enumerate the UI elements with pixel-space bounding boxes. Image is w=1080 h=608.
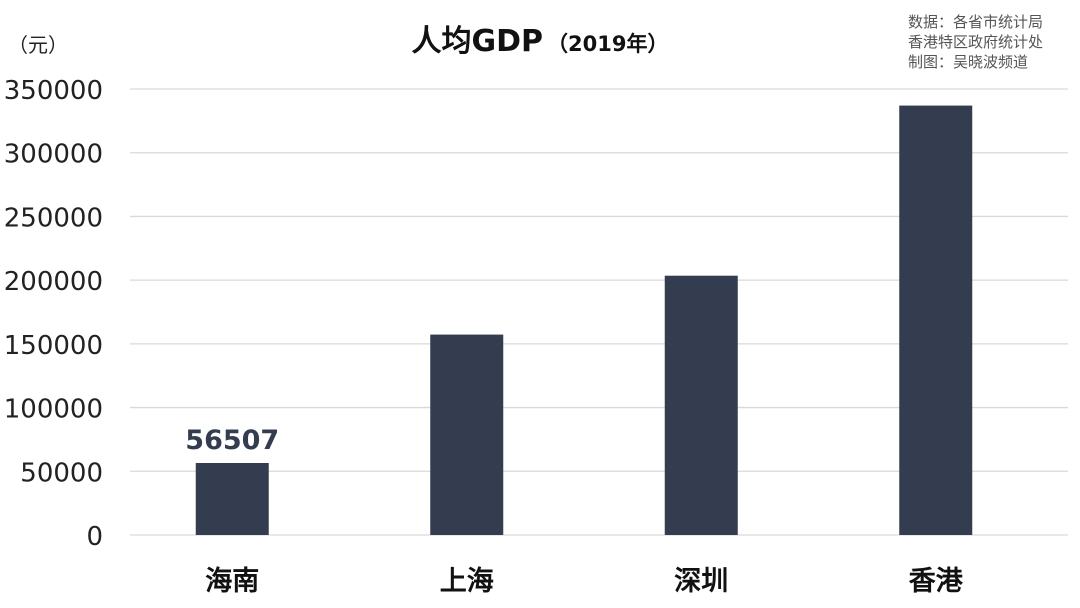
y-tick-label: 50000 — [20, 458, 103, 488]
chart-subtitle: （2019年） — [547, 32, 668, 56]
y-axis-label: （元） — [8, 33, 68, 57]
source-line-1: 数据：各省市统计局 — [908, 13, 1043, 31]
bar — [664, 275, 738, 535]
bars — [195, 105, 973, 536]
chart-title: 人均GDP （2019年） — [412, 24, 669, 59]
bar — [899, 105, 973, 536]
y-tick-label: 350000 — [4, 76, 103, 106]
chart-title-main: 人均GDP — [412, 24, 544, 59]
source-line-2: 香港特区政府统计处 — [908, 33, 1043, 51]
data-label: 56507 — [185, 425, 279, 456]
y-tick-label: 100000 — [4, 395, 103, 425]
x-axis-ticks: 海南 上海 深圳 香港 — [205, 566, 963, 597]
y-axis-ticks: 0 50000 100000 150000 200000 250000 300000 3500… — [4, 76, 103, 552]
bar — [195, 462, 269, 535]
x-tick-label: 深圳 — [674, 566, 728, 597]
gridlines — [130, 88, 1068, 536]
source-line-3: 制图：吴晓波频道 — [908, 53, 1028, 71]
y-tick-label: 250000 — [4, 203, 103, 233]
y-tick-label: 300000 — [4, 140, 103, 170]
x-tick-label: 海南 — [205, 566, 259, 597]
y-tick-label: 150000 — [4, 331, 103, 361]
y-tick-label: 200000 — [4, 267, 103, 297]
data-labels: 56507 — [185, 425, 279, 456]
x-tick-label: 香港 — [909, 566, 964, 597]
bar — [430, 334, 504, 535]
y-tick-label: 0 — [86, 522, 103, 552]
x-tick-label: 上海 — [440, 566, 494, 597]
